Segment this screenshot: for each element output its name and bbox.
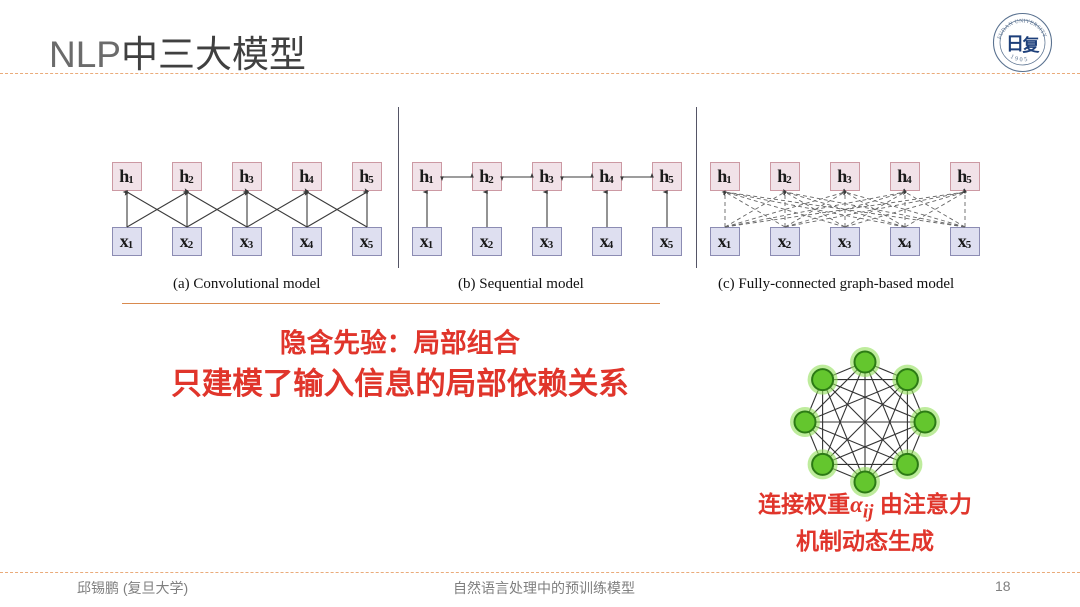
- svg-text:日: 日: [1006, 34, 1024, 54]
- svg-text:复: 复: [1022, 35, 1041, 55]
